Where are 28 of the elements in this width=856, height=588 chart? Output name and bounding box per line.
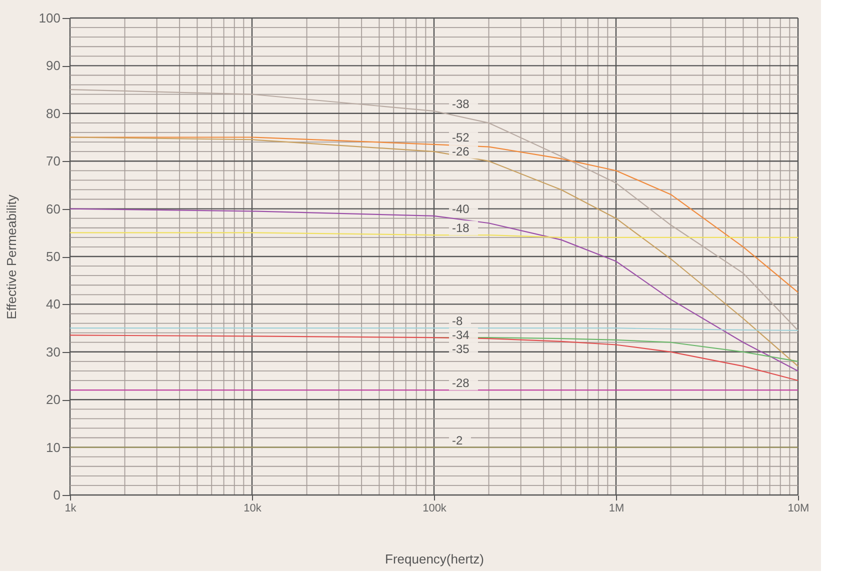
x-tick-label: 100k bbox=[422, 502, 447, 514]
y-tick-label: 20 bbox=[46, 392, 60, 408]
y-tick-label: 60 bbox=[46, 201, 60, 216]
x-tick-label: 1k bbox=[64, 502, 77, 514]
x-tick-label: 1M bbox=[608, 502, 624, 514]
series-label: -40 bbox=[452, 202, 470, 216]
series-label: -52 bbox=[452, 130, 470, 144]
series-label: -38 bbox=[452, 97, 470, 112]
y-tick-label: 10 bbox=[46, 440, 60, 455]
x-tick-label: 10M bbox=[788, 502, 810, 514]
y-axis-title: Effective Permeability bbox=[4, 194, 19, 320]
y-tick-label: 0 bbox=[53, 488, 60, 502]
series-label: -2 bbox=[452, 433, 463, 448]
series-label: -35 bbox=[452, 342, 470, 356]
y-tick-label: 80 bbox=[46, 106, 60, 121]
x-axis-title: Frequency(hertz) bbox=[385, 552, 484, 566]
series-label: -34 bbox=[452, 328, 470, 342]
series-label: -8 bbox=[452, 314, 463, 328]
y-tick-label: 100 bbox=[38, 10, 60, 26]
series-label: -26 bbox=[452, 144, 470, 158]
x-tick-label: 10k bbox=[244, 502, 262, 514]
y-tick-label: 40 bbox=[46, 296, 60, 312]
series-label: -18 bbox=[452, 221, 470, 236]
y-tick-label: 50 bbox=[46, 249, 60, 264]
y-tick-label: 70 bbox=[46, 154, 60, 169]
y-tick-label: 90 bbox=[46, 58, 60, 74]
series-label: -28 bbox=[452, 376, 470, 390]
y-tick-label: 30 bbox=[46, 344, 60, 360]
